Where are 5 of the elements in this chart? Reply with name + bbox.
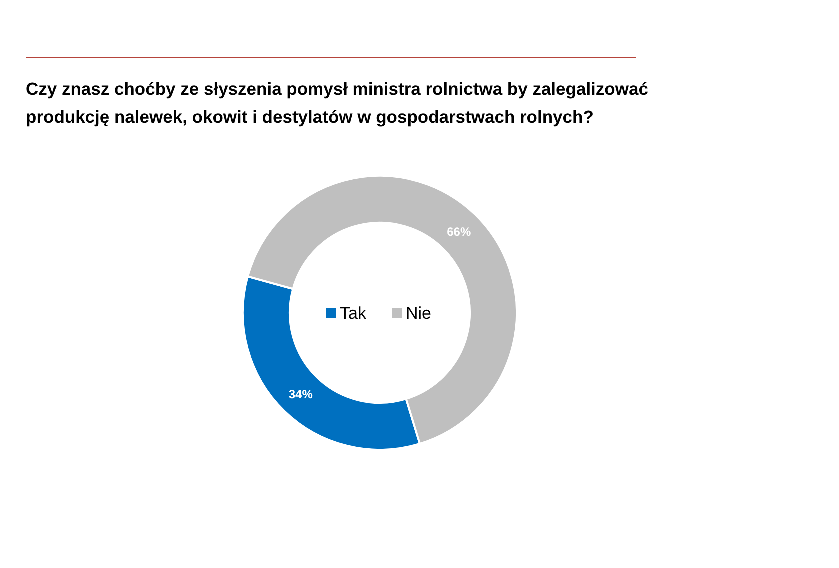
- legend-label: Nie: [406, 304, 432, 323]
- data-label: 34%: [288, 388, 314, 402]
- chart-title: Czy znasz choćby ze słyszenia pomysł ministra rolnictwa by zalegalizować produkcję nalewek, okowit i destylatów w gospodarstwach rolnych?: [26, 79, 649, 127]
- data-label: 66%: [447, 224, 472, 239]
- legend-label: Tak: [340, 304, 367, 323]
